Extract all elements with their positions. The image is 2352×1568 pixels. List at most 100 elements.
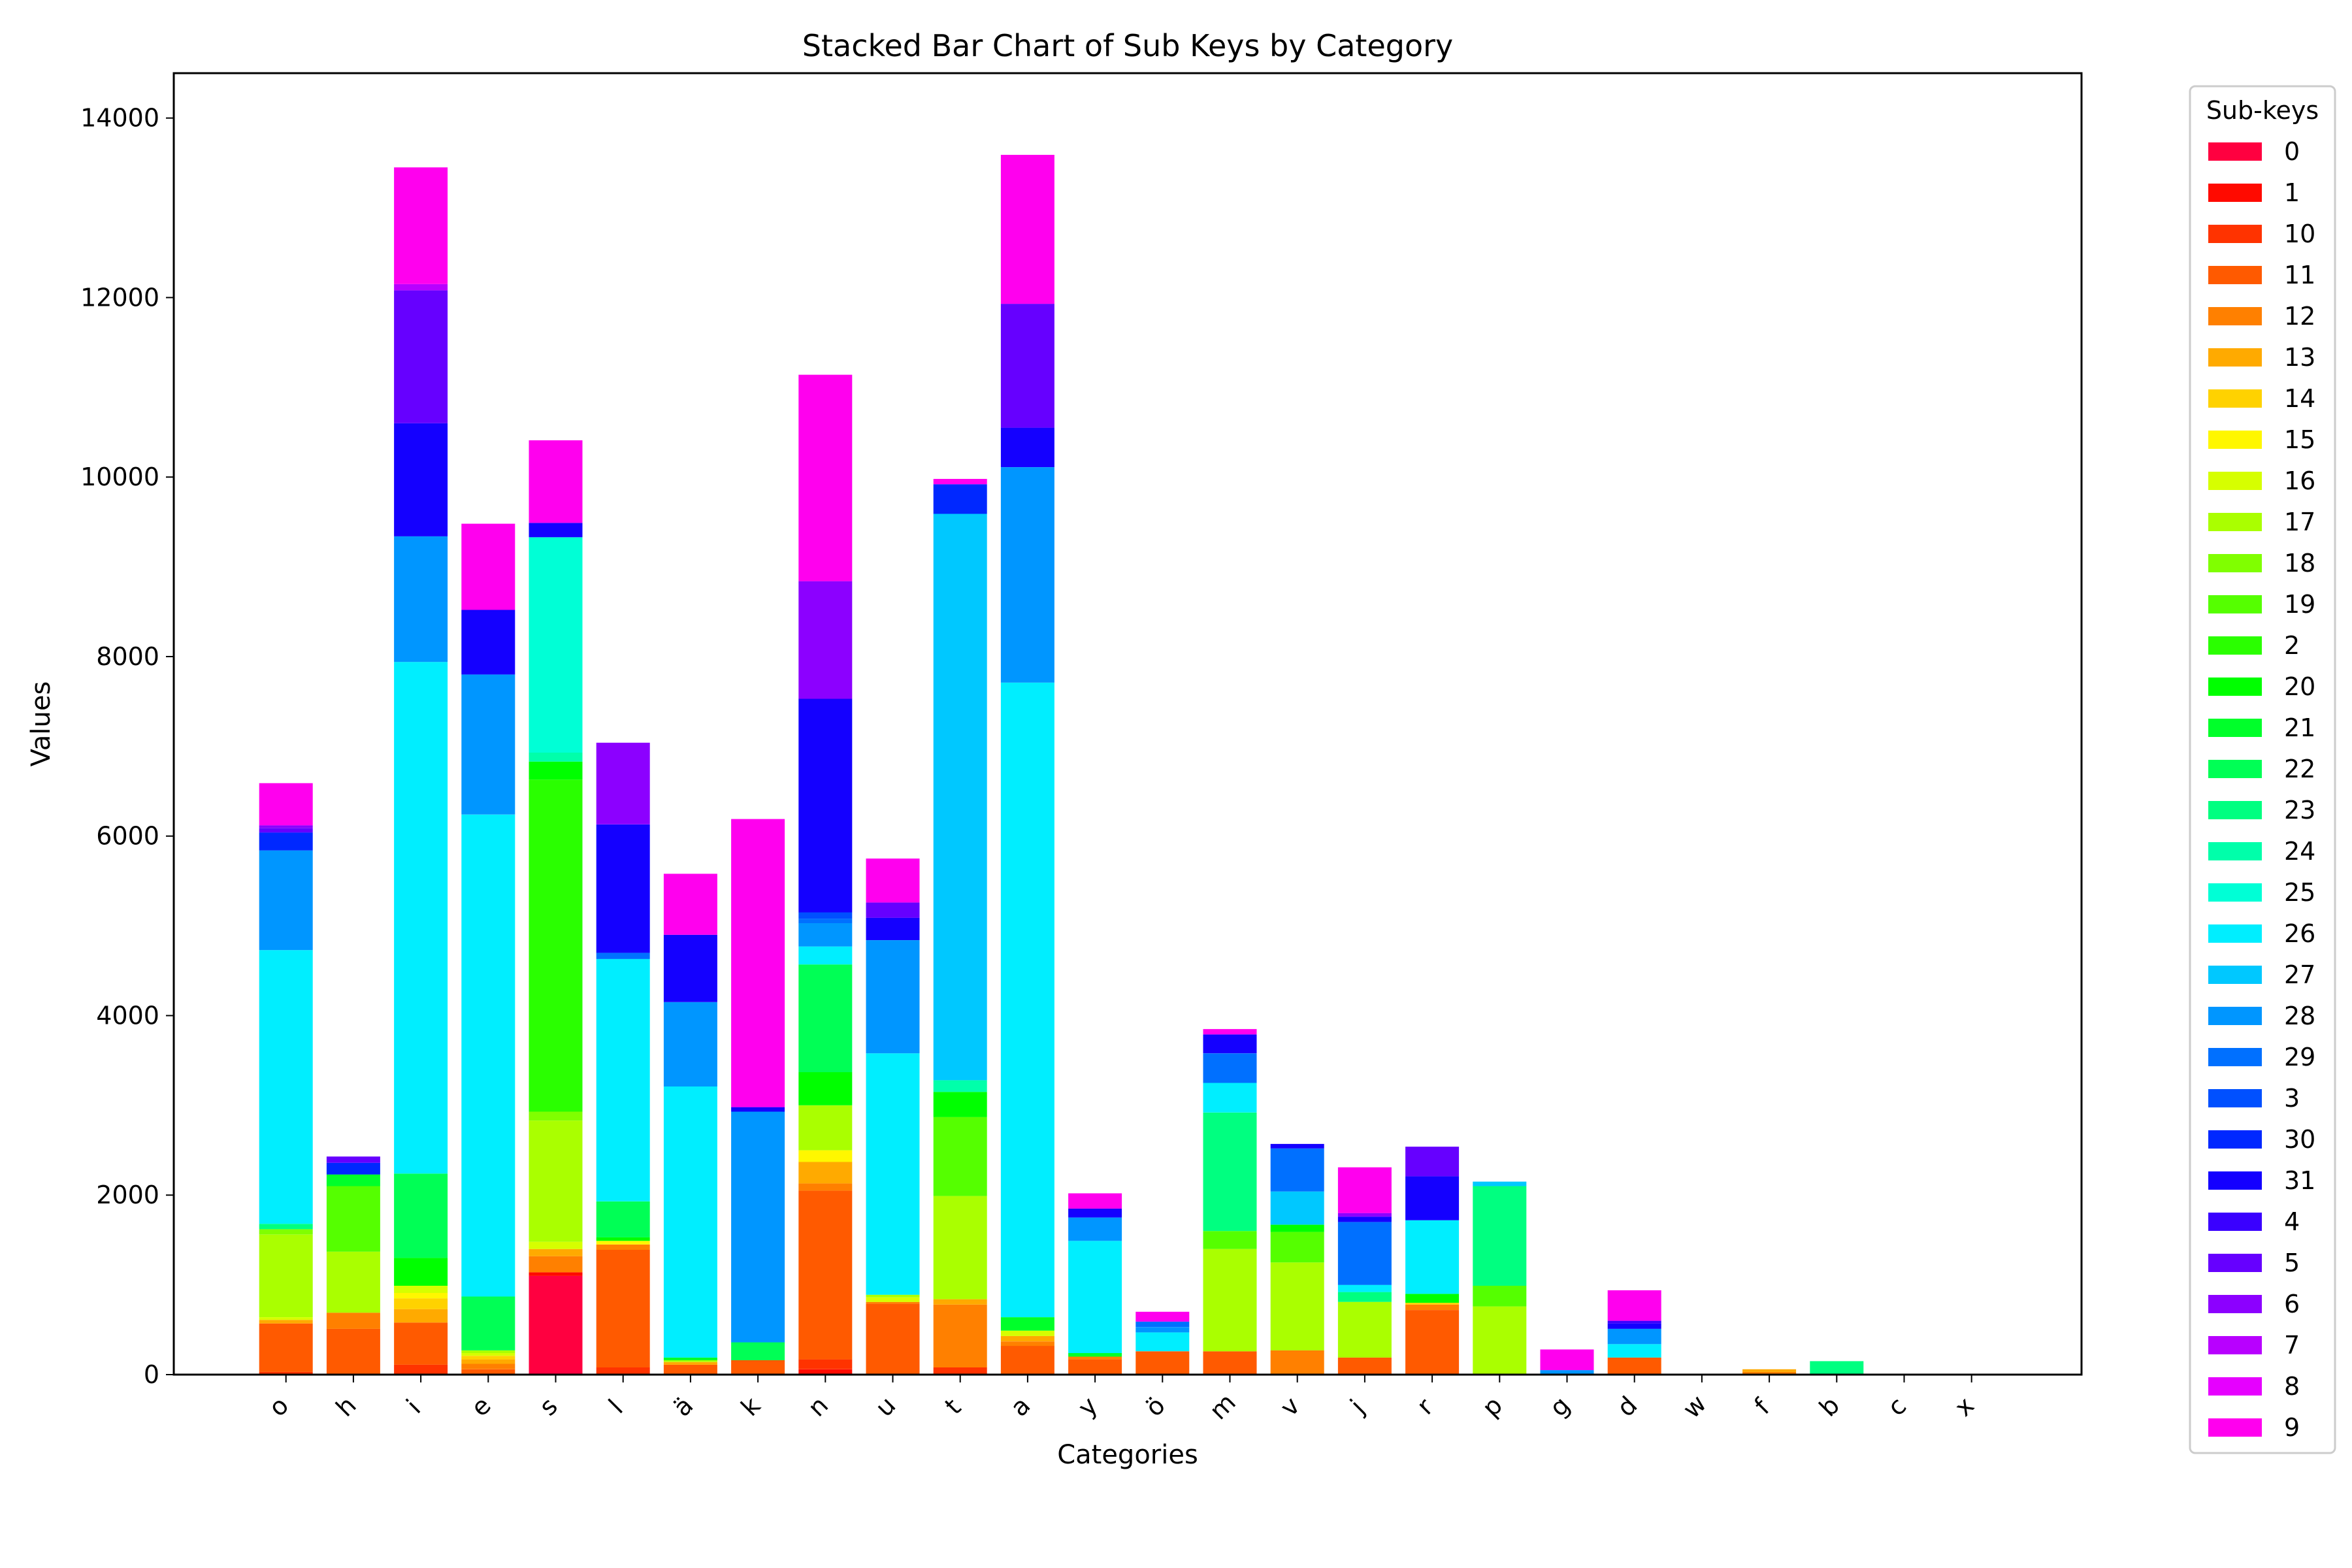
legend-swatch-12	[2208, 307, 2262, 325]
bar-segment-v-29	[1270, 1148, 1324, 1192]
bar-segment-y-12	[1068, 1356, 1122, 1360]
bar-segment-n-12	[798, 1183, 853, 1191]
legend-label: 31	[2284, 1166, 2315, 1195]
bar-segment-h-11	[326, 1328, 380, 1375]
bar-segment-r-14	[1405, 1303, 1460, 1305]
bar-segment-o-16	[259, 1317, 313, 1320]
bar-segment-a-16	[1000, 1330, 1054, 1336]
x-tick-label: k	[736, 1391, 766, 1422]
x-tick-label: y	[1072, 1391, 1103, 1422]
bar-segment-l-12	[596, 1244, 650, 1250]
bar-segment-u-28	[866, 940, 920, 1054]
bar-segment-t-10	[933, 1367, 987, 1375]
bar-segment-d-31	[1607, 1323, 1661, 1329]
legend-swatch-26	[2208, 924, 2262, 943]
bar-segment-i-5	[394, 290, 448, 423]
bar-segment-y-9	[1068, 1193, 1122, 1209]
legend-label: 23	[2284, 796, 2315, 825]
x-tick-label: o	[263, 1391, 295, 1422]
bar-segment-m-17	[1203, 1249, 1257, 1352]
bar-segment-a-13	[1000, 1335, 1054, 1342]
bar-segment-s-31	[529, 523, 583, 538]
bar-segment-r-26	[1405, 1220, 1460, 1294]
bar-segment-ö-29	[1135, 1321, 1190, 1328]
bar-segment-p-27	[1473, 1181, 1527, 1186]
bar-segment-y-11	[1068, 1359, 1122, 1375]
legend-label: 0	[2284, 137, 2300, 166]
bar-segment-i-10	[394, 1364, 448, 1375]
bar-segment-s-24	[529, 753, 583, 762]
bar-segment-y-26	[1068, 1241, 1122, 1353]
bar-segment-e-31	[461, 610, 515, 675]
bar-segment-u-16	[866, 1297, 920, 1302]
bar-segment-t-17	[933, 1196, 987, 1299]
x-tick-label: v	[1275, 1391, 1305, 1422]
legend-label: 10	[2284, 220, 2315, 248]
bar-segment-n-22	[798, 964, 853, 1073]
bar-segment-e-28	[461, 674, 515, 815]
legend-swatch-9	[2208, 1418, 2262, 1437]
bar-segment-p-23	[1473, 1186, 1527, 1286]
bar-segment-t-24	[933, 1080, 987, 1092]
x-tick-label: l	[603, 1394, 629, 1420]
bar-segment-r-12	[1405, 1304, 1460, 1310]
bar-segment-t-20	[933, 1092, 987, 1117]
bar-segment-j-11	[1337, 1357, 1392, 1375]
bar-segment-ä-28	[663, 1002, 717, 1086]
bar-segment-a-11	[1000, 1346, 1054, 1375]
bar-segment-g-9	[1540, 1349, 1594, 1371]
bar-segment-n-29	[798, 919, 853, 923]
x-tick-label: d	[1611, 1391, 1642, 1422]
bar-segment-n-11	[798, 1190, 853, 1360]
bar-segment-d-4	[1607, 1320, 1661, 1324]
bar-segment-u-9	[866, 858, 920, 903]
legend-label: 8	[2284, 1372, 2300, 1401]
bar-segment-l-6	[596, 742, 650, 825]
legend-label: 14	[2284, 384, 2315, 413]
bar-segment-s-16	[529, 1241, 583, 1249]
legend-label: 4	[2284, 1207, 2300, 1236]
bar-segment-v-31	[1270, 1143, 1324, 1149]
bar-segment-n-3	[798, 912, 853, 919]
bar-segment-i-22	[394, 1173, 448, 1258]
bar-segment-u-12	[866, 1301, 920, 1304]
legend-label: 5	[2284, 1249, 2300, 1277]
bar-segment-m-11	[1203, 1351, 1257, 1375]
x-tick-label: r	[1411, 1392, 1439, 1420]
bar-segment-t-13	[933, 1299, 987, 1305]
legend-label: 28	[2284, 1002, 2315, 1030]
legend-swatch-17	[2208, 513, 2262, 531]
chart-title: Stacked Bar Chart of Sub Keys by Categor…	[802, 28, 1453, 63]
legend-swatch-19	[2208, 595, 2262, 613]
x-tick-label: x	[1949, 1391, 1980, 1422]
legend-swatch-2	[2208, 636, 2262, 655]
bar-segment-n-15	[798, 1150, 853, 1162]
bar-segment-i-7	[394, 284, 448, 291]
bar-segment-ö-11	[1135, 1351, 1190, 1375]
x-tick-label: a	[1005, 1391, 1036, 1422]
y-tick-label: 14000	[80, 104, 159, 133]
bar-segment-b-23	[1810, 1361, 1864, 1375]
legend-label: 9	[2284, 1413, 2300, 1442]
bar-segment-n-20	[798, 1072, 853, 1105]
bar-segment-k-31	[731, 1107, 785, 1112]
bar-segment-g-28	[1540, 1370, 1594, 1375]
legend-swatch-5	[2208, 1254, 2262, 1272]
bar-segment-o-23	[259, 1224, 313, 1230]
bar-segment-e-13	[461, 1359, 515, 1364]
bar-segment-i-31	[394, 423, 448, 536]
bar-segment-k-28	[731, 1111, 785, 1343]
x-tick-label: p	[1477, 1391, 1508, 1422]
x-tick-label: e	[465, 1391, 497, 1422]
legend-swatch-22	[2208, 760, 2262, 778]
legend-swatch-1	[2208, 184, 2262, 202]
y-axis-label: Values	[26, 681, 56, 767]
bar-segment-d-28	[1607, 1328, 1661, 1345]
bar-segment-p-17	[1473, 1306, 1527, 1375]
x-tick-label: m	[1204, 1388, 1241, 1425]
bar-segment-m-23	[1203, 1112, 1257, 1232]
bar-segment-ä-9	[663, 874, 717, 935]
legend-label: 20	[2284, 672, 2315, 701]
bar-segment-r-20	[1405, 1294, 1460, 1303]
x-tick-label: i	[401, 1394, 427, 1420]
